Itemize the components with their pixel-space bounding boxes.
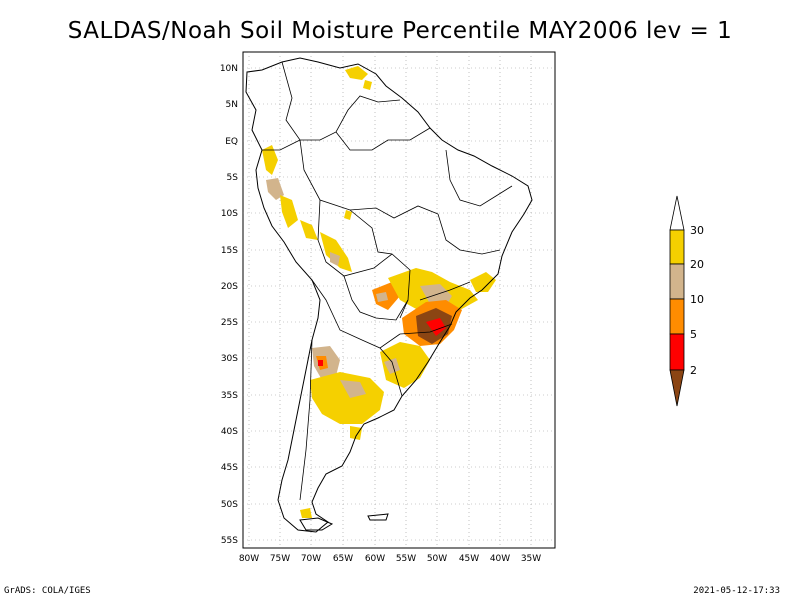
lon-label: 45W [459, 554, 479, 564]
lon-label: 55W [396, 554, 416, 564]
lat-label: 20S [221, 282, 238, 292]
colorbar-label: 20 [690, 258, 704, 271]
colorbar-label: 5 [690, 328, 697, 341]
lat-label: 10S [221, 209, 238, 219]
percentile-patches [262, 66, 496, 518]
tierra-del-fuego [299, 517, 334, 531]
colorbar-label: 2 [690, 364, 697, 377]
lon-label: 40W [490, 554, 510, 564]
colorbar-label: 30 [690, 224, 704, 237]
colorbar-5-10 [669, 298, 685, 335]
colorbar-label: 10 [690, 293, 704, 306]
lat-label: 30S [221, 354, 238, 364]
lat-label: 5S [227, 173, 239, 183]
lat-label: 5N [226, 100, 238, 110]
lon-label: 50W [427, 554, 447, 564]
lat-label: 15S [221, 246, 238, 256]
continent-outline [245, 57, 533, 533]
lon-label: 35W [521, 554, 541, 564]
lon-label: 75W [270, 554, 290, 564]
lon-label: 60W [365, 554, 385, 564]
lat-label: 50S [221, 500, 238, 510]
colorbar-legend: 30 20 10 5 2 [669, 195, 704, 407]
lat-label: EQ [225, 137, 238, 147]
lon-label: 70W [301, 554, 321, 564]
map-title: SALDAS/Noah Soil Moisture Percentile MAY… [67, 18, 733, 44]
lat-label: 10N [220, 64, 238, 74]
colorbar-10-20 [669, 263, 685, 300]
lat-label: 35S [221, 391, 238, 401]
falkland-islands [367, 513, 389, 521]
colorbar-below-2 [669, 369, 685, 407]
lat-label: 25S [221, 318, 238, 328]
colorbar-20-30 [669, 229, 685, 265]
country-borders [262, 61, 513, 501]
lat-label: 40S [221, 427, 238, 437]
colorbar-above-30 [669, 195, 685, 231]
longitude-labels: 80W 75W 70W 65W 60W 55W 50W 45W 40W 35W [239, 554, 541, 564]
latitude-labels: 10N 5N EQ 5S 10S 15S 20S 25S 30S 35S 40S… [220, 64, 238, 546]
map-frame [242, 51, 556, 549]
footer-timestamp: 2021-05-12-17:33 [693, 586, 780, 596]
lat-label: 55S [221, 536, 238, 546]
footer-credit: GrADS: COLA/IGES [4, 586, 91, 596]
colorbar-2-5 [669, 333, 685, 371]
lon-label: 65W [333, 554, 353, 564]
lat-label: 45S [221, 463, 238, 473]
lon-label: 80W [239, 554, 259, 564]
